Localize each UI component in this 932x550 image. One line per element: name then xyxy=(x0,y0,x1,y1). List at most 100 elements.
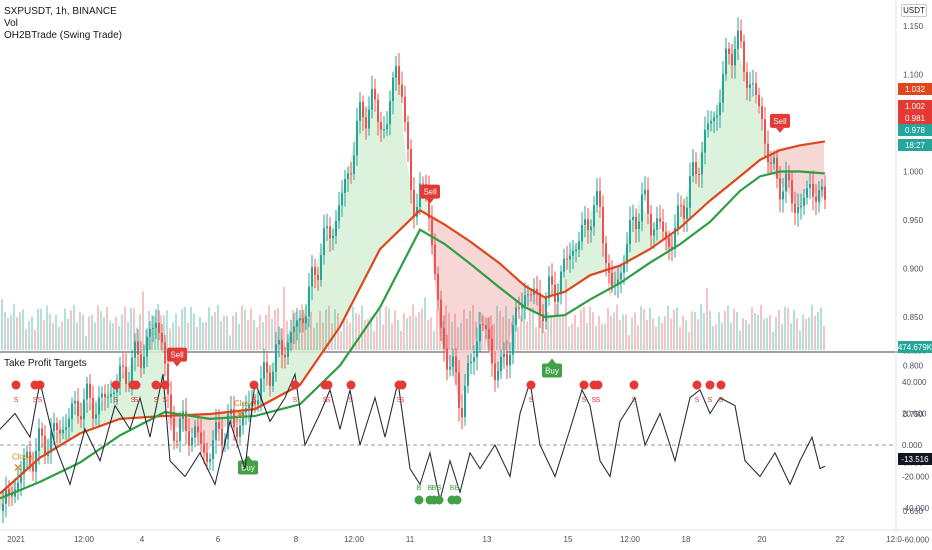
volume-bar xyxy=(199,316,201,350)
candle-body xyxy=(728,48,730,55)
candle-body xyxy=(350,173,352,175)
volume-bar xyxy=(256,327,258,350)
candle-body xyxy=(482,324,484,326)
time-axis-tick: 4 xyxy=(140,535,145,544)
sell-target-dot xyxy=(629,380,639,390)
candle-body xyxy=(521,305,523,309)
volume-bar xyxy=(109,320,111,350)
volume-bar xyxy=(271,318,273,350)
volume-bar xyxy=(352,306,354,350)
candle-body xyxy=(173,418,175,441)
candle-body xyxy=(584,219,586,226)
volume-bar xyxy=(40,308,42,350)
candle-body xyxy=(704,129,706,153)
volume-bar xyxy=(634,312,636,350)
volume-bar xyxy=(229,335,231,350)
candle-body xyxy=(473,357,475,362)
candle-body xyxy=(257,400,259,405)
candle-body xyxy=(695,162,697,174)
price-badge xyxy=(898,83,932,95)
volume-bar xyxy=(520,315,522,350)
volume-bar xyxy=(10,314,12,350)
candle-body xyxy=(320,255,322,281)
candle-body xyxy=(794,203,796,214)
volume-bar xyxy=(472,304,474,350)
volume-bar xyxy=(451,322,453,350)
volume-bar xyxy=(718,312,720,350)
candle-body xyxy=(311,267,313,287)
volume-bar xyxy=(310,311,312,350)
volume-bar xyxy=(85,336,87,350)
buy-target-label: B xyxy=(432,485,437,492)
volume-bar xyxy=(304,313,306,350)
volume-bar xyxy=(1,299,3,350)
volume-bar xyxy=(421,308,423,350)
volume-bar xyxy=(115,317,117,350)
time-axis-tick: 12:00 xyxy=(344,535,365,544)
volume-bar xyxy=(208,307,210,350)
volume-bar xyxy=(139,313,141,350)
volume-indicator-label[interactable]: Vol xyxy=(4,18,18,29)
volume-bar xyxy=(670,318,672,350)
volume-bar xyxy=(688,332,690,350)
volume-bar xyxy=(280,328,282,350)
volume-bar xyxy=(28,321,30,350)
volume-bar xyxy=(799,330,801,350)
volume-bar xyxy=(784,306,786,350)
sell-target-dot xyxy=(593,380,603,390)
candle-body xyxy=(809,184,811,189)
sell-target-label: S xyxy=(154,397,159,404)
candle-body xyxy=(95,414,97,419)
candle-body xyxy=(254,401,256,405)
volume-bar xyxy=(664,316,666,350)
candle-body xyxy=(104,393,106,398)
volume-bar xyxy=(523,307,525,350)
currency-button[interactable]: USDT xyxy=(901,4,927,17)
volume-bar xyxy=(490,315,492,350)
candle-body xyxy=(731,54,733,66)
volume-bar xyxy=(598,315,600,350)
volume-bar xyxy=(685,320,687,350)
candle-body xyxy=(611,272,613,286)
volume-bar xyxy=(643,308,645,350)
volume-bar xyxy=(394,310,396,350)
candle-body xyxy=(791,180,793,204)
candle-body xyxy=(653,229,655,236)
candle-body xyxy=(662,221,664,232)
candle-body xyxy=(266,362,268,373)
sell-signal-arrow xyxy=(776,127,784,133)
volume-bar xyxy=(637,325,639,350)
price-badge xyxy=(898,112,932,124)
close-signal-label: Close xyxy=(234,399,255,408)
volume-bar xyxy=(52,322,54,350)
sell-target-dot xyxy=(160,380,170,390)
volume-bar xyxy=(541,319,543,350)
volume-bar xyxy=(73,305,75,350)
candle-body xyxy=(347,173,349,180)
strategy-indicator-label[interactable]: OH2BTrade (Swing Trade) xyxy=(4,30,123,41)
volume-bar xyxy=(373,330,375,350)
volume-bar xyxy=(298,318,300,350)
candle-body xyxy=(671,246,673,249)
volume-bar xyxy=(217,304,219,350)
volume-bar xyxy=(595,326,597,350)
volume-bar xyxy=(91,314,93,350)
volume-bar xyxy=(532,307,534,350)
volume-bar xyxy=(232,315,234,350)
candle-body xyxy=(578,241,580,250)
volume-bar xyxy=(601,323,603,350)
candle-body xyxy=(437,273,439,300)
sell-target-dot xyxy=(35,380,45,390)
candle-body xyxy=(755,83,757,95)
buy-target-label: B xyxy=(455,485,460,492)
volume-bar xyxy=(226,315,228,350)
candle-body xyxy=(74,400,76,404)
buy-target-dot xyxy=(434,495,444,505)
volume-bar xyxy=(16,317,18,350)
sell-target-dot xyxy=(397,380,407,390)
buy-signal-box xyxy=(542,363,562,378)
candle-body xyxy=(677,205,679,228)
volume-bar xyxy=(649,307,651,350)
volume-bar xyxy=(628,335,630,350)
